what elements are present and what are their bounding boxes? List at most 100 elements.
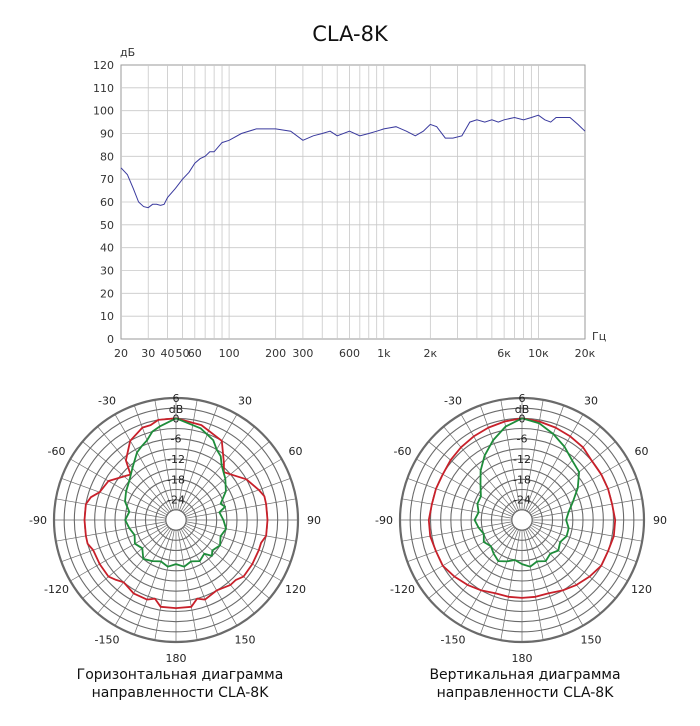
polar-ring	[429, 427, 615, 613]
x-tick-label: 30	[141, 347, 155, 360]
x-tick-label: 2к	[424, 347, 438, 360]
polar-ring	[134, 478, 218, 562]
polar-ring	[409, 407, 635, 633]
angle-label: 150	[581, 634, 602, 647]
y-tick-label: 90	[100, 128, 114, 141]
y-tick-label: 80	[100, 150, 114, 163]
angle-label: 180	[512, 652, 533, 665]
response-line	[120, 114, 586, 209]
y-tick-label: 110	[93, 82, 114, 95]
y-tick-label: 0	[107, 333, 114, 346]
y-tick-label: 30	[100, 265, 114, 278]
x-tick-label: 50	[176, 347, 190, 360]
frequency-series	[120, 114, 586, 209]
polar-ring	[511, 509, 533, 531]
frequency-y-ticks: 0 10 20 30 40 50 60 70 80 90 100 110 120	[93, 59, 114, 346]
x-axis-label: Гц	[592, 330, 606, 343]
x-tick-label: 10к	[528, 347, 549, 360]
polar-ring	[114, 458, 238, 582]
y-tick-label: 60	[100, 196, 114, 209]
polar-ring	[490, 488, 554, 552]
x-tick-label: 300	[292, 347, 313, 360]
polar-ring	[165, 509, 187, 531]
x-tick-label: 1k	[377, 347, 391, 360]
angle-label: -120	[44, 583, 69, 596]
radial-tick-label: 0	[519, 412, 526, 425]
polar-series-1	[473, 417, 580, 568]
x-tick-label: 200	[265, 347, 286, 360]
x-tick-label: 20к	[575, 347, 596, 360]
angle-label: -30	[98, 394, 116, 407]
polar-ring	[155, 499, 197, 541]
polar-ring	[94, 438, 258, 602]
polar-ring	[63, 407, 289, 633]
polar-ring	[470, 468, 574, 572]
radial-tick-label: 6	[173, 392, 180, 405]
polar-outer-ring	[398, 396, 646, 644]
polar-ring	[104, 448, 248, 592]
x-tick-label: 40	[161, 347, 175, 360]
x-tick-label: 20	[114, 347, 128, 360]
polar-series-0	[427, 417, 617, 599]
polar-ring	[440, 438, 604, 602]
polar-ring	[480, 478, 564, 562]
angle-label: 60	[289, 445, 303, 458]
angle-label: -30	[444, 394, 462, 407]
radial-tick-label: 6	[519, 392, 526, 405]
radial-tick-label: -18	[167, 473, 185, 486]
chart-title: CLA-8K	[312, 22, 388, 46]
y-tick-label: 120	[93, 59, 114, 72]
angle-label: 180	[166, 652, 187, 665]
x-tick-label: 100	[219, 347, 240, 360]
x-tick-label: 6к	[497, 347, 511, 360]
radial-tick-label: -24	[167, 494, 185, 507]
polar-ring	[501, 499, 543, 541]
polar-center	[512, 510, 532, 530]
y-tick-label: 40	[100, 242, 114, 255]
angle-label: -60	[48, 445, 66, 458]
y-tick-label: 10	[100, 310, 114, 323]
radial-tick-label: -12	[167, 453, 185, 466]
x-tick-label: 60	[188, 347, 202, 360]
polar-series-0	[83, 417, 269, 609]
polar-unit-label: dB	[515, 403, 530, 416]
angle-label: 120	[285, 583, 306, 596]
polar-unit-label: dB	[169, 403, 184, 416]
polar-center	[166, 510, 186, 530]
radial-tick-label: -24	[513, 494, 531, 507]
angle-label: -150	[95, 634, 120, 647]
radial-tick-label: 0	[173, 412, 180, 425]
y-tick-label: 100	[93, 105, 114, 118]
angle-label: -150	[441, 634, 466, 647]
y-tick-label: 70	[100, 173, 114, 186]
angle-label: 60	[635, 445, 649, 458]
radial-tick-label: -6	[517, 433, 528, 446]
x-tick-label: 600	[339, 347, 360, 360]
vertical-polar-caption: Вертикальная диаграмма направленности CL…	[429, 667, 621, 701]
radial-tick-label: -18	[513, 473, 531, 486]
polar-grid	[398, 396, 646, 644]
angle-label: -90	[29, 514, 47, 527]
angle-label: 90	[307, 514, 321, 527]
angle-label: 30	[584, 394, 598, 407]
horizontal-polar-caption: Горизонтальная диаграмма направленности …	[76, 667, 284, 701]
polar-series-1	[124, 417, 228, 568]
y-axis-label: дБ	[120, 46, 135, 59]
polar-grid	[52, 396, 300, 644]
polar-ring	[450, 448, 594, 592]
angle-label: 150	[235, 634, 256, 647]
angle-label: 30	[238, 394, 252, 407]
radial-tick-label: -6	[171, 433, 182, 446]
angle-label: 90	[653, 514, 667, 527]
angle-label: -120	[390, 583, 415, 596]
angle-label: -60	[394, 445, 412, 458]
angle-label: -90	[375, 514, 393, 527]
angle-label: 120	[631, 583, 652, 596]
polar-ring	[144, 488, 208, 552]
y-tick-label: 20	[100, 287, 114, 300]
polar-ring	[460, 458, 584, 582]
